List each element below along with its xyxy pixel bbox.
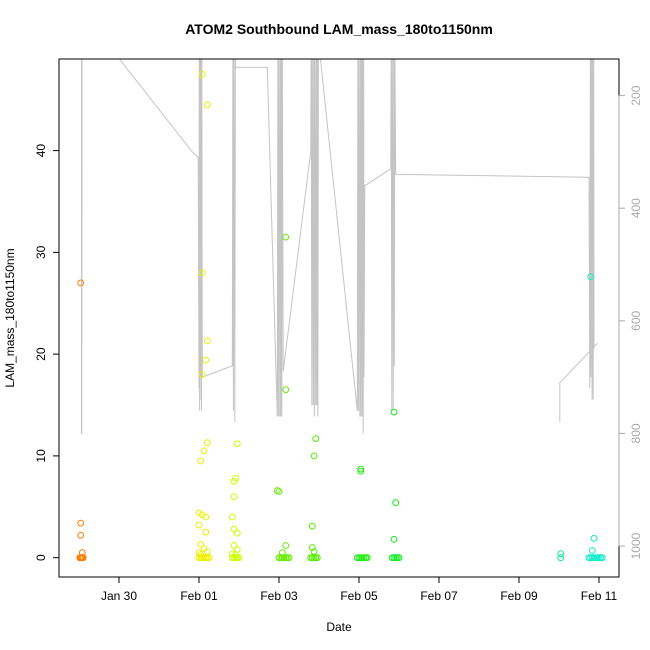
data-point: [557, 550, 565, 557]
data-point: [200, 447, 208, 455]
data-point: [79, 554, 87, 562]
data-point: [363, 554, 371, 562]
data-point: [598, 554, 606, 562]
x-tick-label: Feb 07: [420, 589, 458, 603]
data-point: [195, 509, 203, 517]
y-tick-label: 10: [34, 449, 48, 463]
data-point: [588, 547, 596, 554]
y-axis-label: LAM_mass_180to1150nm: [3, 248, 17, 387]
data-point: [198, 70, 206, 78]
data-point: [312, 435, 320, 443]
data-point: [233, 440, 241, 448]
y-tick-label: 20: [34, 347, 48, 361]
data-point: [203, 101, 211, 109]
data-point: [228, 513, 236, 521]
secondary-line-2: [559, 342, 598, 423]
data-point: [557, 554, 565, 562]
data-point: [195, 521, 203, 529]
data-point: [197, 457, 205, 465]
data-point: [392, 499, 400, 507]
data-point: [390, 535, 398, 543]
plot-frame: [58, 58, 620, 578]
data-point: [77, 279, 85, 287]
x-tick-label: Feb 03: [260, 589, 298, 603]
x-axis: Jan 30 Feb 01 Feb 03 Feb 05 Feb 07 Feb 09 Feb …: [101, 577, 618, 603]
data-point: [228, 550, 236, 557]
x-axis-label: Date: [326, 620, 352, 634]
x-tick-label: Feb 11: [581, 589, 618, 603]
data-point: [203, 337, 211, 345]
x-tick-label: Feb 09: [500, 589, 538, 603]
data-point: [275, 488, 283, 495]
y-tick-label: 0: [34, 554, 48, 561]
data-point: [308, 522, 316, 530]
data-point: [230, 493, 238, 501]
data-point: [587, 273, 595, 281]
data-point: [230, 477, 238, 485]
data-point: [590, 534, 598, 542]
x-tick-label: Feb 05: [340, 589, 378, 603]
data-point: [357, 467, 365, 475]
data-point: [77, 519, 85, 527]
y-tick-label: 40: [34, 144, 48, 158]
data-point: [203, 439, 211, 447]
data-point: [230, 525, 238, 533]
y-tick-label: 30: [34, 245, 48, 259]
y2-tick-label: 600: [629, 310, 643, 330]
data-point: [230, 542, 238, 549]
data-point: [313, 554, 321, 562]
data-point: [282, 542, 290, 549]
chart-title: ATOM2 Southbound LAM_mass_180to1150nm: [185, 21, 493, 37]
x-tick-label: Feb 01: [180, 589, 218, 603]
data-point: [77, 531, 85, 539]
data-point: [202, 513, 210, 521]
data-point: [357, 465, 365, 473]
points-layer: [76, 70, 606, 562]
y2-tick-label: 800: [629, 423, 643, 443]
y2-tick-label: 400: [629, 198, 643, 218]
data-point: [390, 408, 398, 416]
data-point: [202, 356, 210, 364]
data-point: [310, 452, 318, 460]
data-point: [197, 541, 205, 548]
data-point: [198, 511, 206, 519]
y2-axis: 200 400 600 800 1000: [618, 85, 643, 559]
data-point: [282, 233, 290, 241]
y-axis: 0 10 20 30 40: [34, 144, 59, 561]
data-point: [198, 371, 206, 378]
data-point: [235, 554, 243, 562]
y2-tick-label: 200: [629, 85, 643, 105]
data-point: [205, 554, 213, 562]
data-point: [308, 544, 316, 551]
data-point: [282, 386, 290, 394]
data-point: [202, 528, 210, 536]
data-point: [198, 269, 206, 277]
y2-tick-label: 1000: [629, 532, 643, 559]
data-point: [285, 554, 293, 562]
data-point: [395, 554, 403, 562]
data-point: [233, 529, 241, 537]
secondary-line-layer: [81, 59, 598, 434]
secondary-line-1: [81, 59, 595, 434]
x-tick-label: Jan 30: [101, 589, 137, 603]
